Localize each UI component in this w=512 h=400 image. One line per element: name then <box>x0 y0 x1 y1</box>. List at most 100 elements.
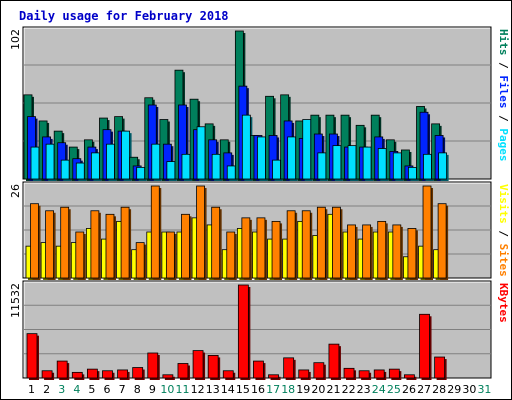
day-label: 19 <box>296 383 310 396</box>
pages-bar <box>30 146 40 180</box>
sites-bar <box>120 206 130 279</box>
sites-bar <box>60 206 70 279</box>
sites-bar <box>377 220 387 279</box>
day-label: 30 <box>462 383 476 396</box>
sites-bar <box>135 242 145 279</box>
legend-label: KBytes <box>497 283 510 323</box>
kbytes-bar <box>207 355 219 379</box>
sites-bar <box>271 220 281 279</box>
hits-files-pages-panel: 102 Hits / Files / Pages <box>9 26 510 181</box>
pages-bar <box>377 148 387 180</box>
kbytes-bar <box>26 333 38 379</box>
kbytes-bar <box>41 370 53 379</box>
day-label: 21 <box>326 383 340 396</box>
day-label: 27 <box>417 383 431 396</box>
sites-bar <box>45 210 54 279</box>
legend-part: Files <box>497 75 510 108</box>
kbytes-bar <box>177 363 189 379</box>
kbytes-bar <box>162 374 174 379</box>
pages-bar <box>392 152 402 180</box>
day-axis: 1 2 3 4 5 6 7 8 9 10 11 12 13 14 15 16 17 18 19 20 21 22 23 24 2… <box>28 383 491 396</box>
legend-part: / <box>497 109 510 129</box>
kbytes-bar <box>147 352 159 379</box>
legend-part: Hits <box>497 29 510 56</box>
visits-sites-panel: 26 Visits / Sites <box>9 181 510 280</box>
day-label: 17 <box>266 383 280 396</box>
pages-bar <box>211 153 221 180</box>
sites-bar <box>362 224 372 279</box>
sites-bar <box>75 231 85 279</box>
pages-bar <box>272 159 281 180</box>
kbytes-bar <box>373 369 385 379</box>
pages-bar <box>75 162 85 180</box>
pages-bar <box>226 165 236 180</box>
sites-bar <box>301 210 311 279</box>
kbytes-bar <box>222 370 234 379</box>
kbytes-bar <box>56 360 68 379</box>
day-label: 8 <box>134 383 141 396</box>
sites-bar <box>90 210 100 279</box>
day-label: 24 <box>372 383 386 396</box>
sites-bar <box>332 206 341 279</box>
day-label: 7 <box>119 383 126 396</box>
pages-bar <box>151 143 161 180</box>
pages-bar <box>121 130 130 180</box>
kbytes-bar <box>86 368 98 379</box>
sites-bar <box>347 224 356 279</box>
pages-bar <box>302 119 312 180</box>
sites-bar <box>422 185 432 279</box>
pages-bar <box>317 152 327 180</box>
sites-bar <box>150 185 160 279</box>
day-label: 28 <box>432 383 446 396</box>
day-label: 4 <box>73 383 80 396</box>
legend-part: Visits <box>497 184 510 224</box>
day-label: 23 <box>357 383 371 396</box>
day-label: 15 <box>236 383 250 396</box>
day-label: 29 <box>447 383 461 396</box>
day-label: 2 <box>43 383 50 396</box>
legend-part: KBytes <box>497 283 510 323</box>
sites-bar <box>286 210 296 279</box>
kbytes-panel: 11532 KBytes <box>9 280 510 380</box>
day-label: 31 <box>477 383 491 396</box>
kbytes-bar <box>71 371 83 379</box>
day-label: 11 <box>176 383 190 396</box>
pages-bar <box>423 153 432 180</box>
y-max-label: 11532 <box>9 283 22 318</box>
legend-part: / <box>497 56 510 76</box>
sites-bar <box>392 224 402 279</box>
day-label: 13 <box>206 383 220 396</box>
day-label: 22 <box>342 383 356 396</box>
pages-bar <box>166 161 176 180</box>
sites-bar <box>437 203 447 279</box>
kbytes-bar <box>388 368 400 379</box>
kbytes-bar <box>404 374 415 379</box>
kbytes-bar <box>358 370 370 379</box>
kbytes-bar <box>283 357 295 379</box>
kbytes-bar <box>298 369 310 379</box>
sites-bar <box>181 213 190 279</box>
kbytes-bar <box>328 343 340 379</box>
sites-bar <box>256 217 266 279</box>
kbytes-bar <box>192 350 204 379</box>
sites-bar <box>196 185 205 279</box>
day-label: 25 <box>387 383 401 396</box>
sites-bar <box>407 228 417 279</box>
pages-bar <box>362 146 372 180</box>
sites-bar <box>30 203 39 279</box>
pages-bar <box>136 166 146 180</box>
kbytes-bar <box>132 367 144 379</box>
day-label: 9 <box>149 383 156 396</box>
pages-bar <box>438 152 448 180</box>
day-label: 1 <box>28 383 35 396</box>
sites-bar <box>211 206 221 279</box>
pages-bar <box>287 136 297 180</box>
kbytes-bar <box>268 374 279 379</box>
day-label: 16 <box>251 383 265 396</box>
kbytes-bar <box>102 370 113 379</box>
pages-bar <box>196 126 206 180</box>
sites-bar <box>316 206 326 279</box>
legend-part: Sites <box>497 244 510 277</box>
